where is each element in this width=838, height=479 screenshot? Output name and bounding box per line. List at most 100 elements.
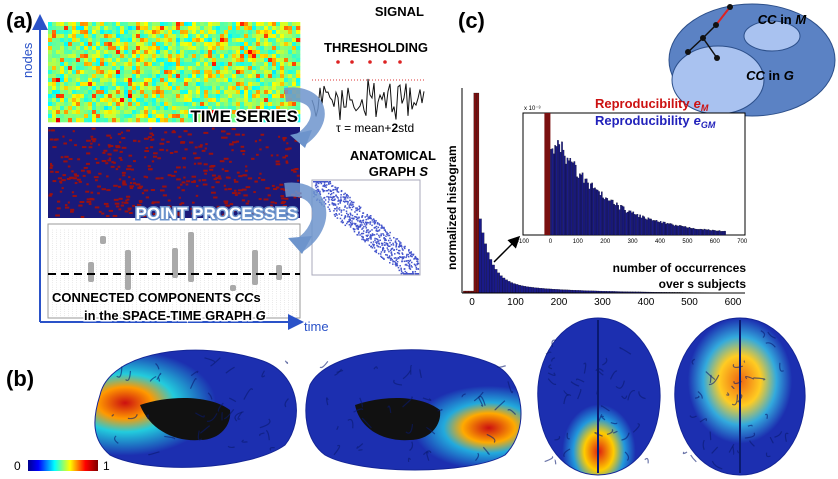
- heatmap-cell: [228, 98, 232, 102]
- heatmap-cell: [276, 90, 280, 94]
- heatmap-cell: [224, 30, 228, 34]
- entry: [371, 235, 373, 237]
- heatmap-cell: [296, 78, 300, 82]
- bin: [553, 154, 554, 235]
- heatmap-cell: [156, 102, 160, 106]
- heatmap-cell: [196, 34, 200, 38]
- heatmap-cell: [148, 106, 152, 110]
- entry: [316, 187, 318, 189]
- event: [231, 149, 233, 151]
- heatmap-cell: [76, 66, 80, 70]
- heatmap-cell: [68, 82, 72, 86]
- heatmap-cell: [56, 98, 60, 102]
- entry: [352, 215, 354, 217]
- entry: [324, 190, 326, 192]
- event: [195, 146, 198, 148]
- heatmap-cell: [296, 38, 300, 42]
- bin: [616, 203, 617, 235]
- event: [192, 176, 196, 178]
- heatmap-cell: [72, 30, 76, 34]
- heatmap-cell: [276, 98, 280, 102]
- heatmap-cell: [136, 114, 140, 118]
- heatmap-cell: [284, 50, 288, 54]
- heatmap-cell: [76, 54, 80, 58]
- heatmap-cell: [224, 42, 228, 46]
- heatmap-cell: [136, 50, 140, 54]
- heatmap-cell: [80, 86, 84, 90]
- heatmap-cell: [296, 70, 300, 74]
- heatmap-cell: [232, 98, 236, 102]
- heatmap-cell: [84, 74, 88, 78]
- heatmap-cell: [208, 42, 212, 46]
- event: [232, 192, 237, 194]
- bin: [637, 214, 638, 235]
- event: [86, 140, 91, 142]
- heatmap-cell: [116, 118, 120, 122]
- bin: [700, 229, 701, 235]
- entry: [330, 183, 332, 185]
- heatmap-cell: [240, 62, 244, 66]
- heatmap-cell: [56, 86, 60, 90]
- entry: [399, 246, 401, 248]
- heatmap-cell: [96, 82, 100, 86]
- heatmap-cell: [192, 90, 196, 94]
- entry: [324, 182, 326, 184]
- anatomical-label: ANATOMICAL: [350, 148, 436, 163]
- entry: [383, 234, 385, 236]
- bin: [579, 174, 580, 235]
- event: [245, 170, 248, 172]
- entry: [361, 224, 363, 226]
- heatmap-cell: [152, 50, 156, 54]
- heatmap-cell: [168, 110, 172, 114]
- heatmap-cell: [212, 38, 216, 42]
- bin: [594, 188, 595, 235]
- event: [266, 146, 269, 148]
- heatmap-cell: [172, 86, 176, 90]
- heatmap-cell: [204, 74, 208, 78]
- heatmap-cell: [260, 62, 264, 66]
- heatmap-cell: [208, 54, 212, 58]
- component: [88, 262, 94, 282]
- heatmap-cell: [104, 58, 108, 62]
- heatmap-cell: [128, 70, 132, 74]
- bin: [693, 228, 694, 235]
- heatmap-cell: [128, 54, 132, 58]
- threshold-crossing: [368, 60, 372, 64]
- event: [77, 179, 81, 181]
- event: [86, 163, 90, 165]
- entry: [380, 253, 382, 255]
- heatmap-cell: [48, 74, 52, 78]
- entry: [397, 238, 399, 240]
- bin: [544, 289, 547, 293]
- entry: [349, 219, 351, 221]
- heatmap-cell: [52, 118, 56, 122]
- heatmap-cell: [72, 94, 76, 98]
- entry: [328, 199, 330, 201]
- heatmap-cell: [132, 46, 136, 50]
- x-tick-label: 100: [507, 297, 524, 308]
- heatmap-cell: [92, 54, 96, 58]
- heatmap-cell: [196, 66, 200, 70]
- heatmap-cell: [88, 66, 92, 70]
- heatmap-cell: [292, 38, 296, 42]
- heatmap-cell: [224, 46, 228, 50]
- heatmap-cell: [92, 86, 96, 90]
- heatmap-cell: [296, 62, 300, 66]
- heatmap-cell: [200, 22, 204, 26]
- bin: [705, 230, 706, 235]
- event: [224, 188, 227, 190]
- bin: [696, 229, 697, 235]
- heatmap-cell: [276, 38, 280, 42]
- heatmap-cell: [276, 82, 280, 86]
- entry: [329, 210, 331, 212]
- heatmap-cell: [56, 34, 60, 38]
- entry: [401, 246, 403, 248]
- heatmap-cell: [48, 70, 52, 74]
- heatmap-cell: [292, 74, 296, 78]
- heatmap-cell: [120, 66, 124, 70]
- heatmap-cell: [100, 62, 104, 66]
- heatmap-cell: [192, 94, 196, 98]
- heatmap-cell: [156, 82, 160, 86]
- heatmap-cell: [140, 110, 144, 114]
- heatmap-cell: [48, 86, 52, 90]
